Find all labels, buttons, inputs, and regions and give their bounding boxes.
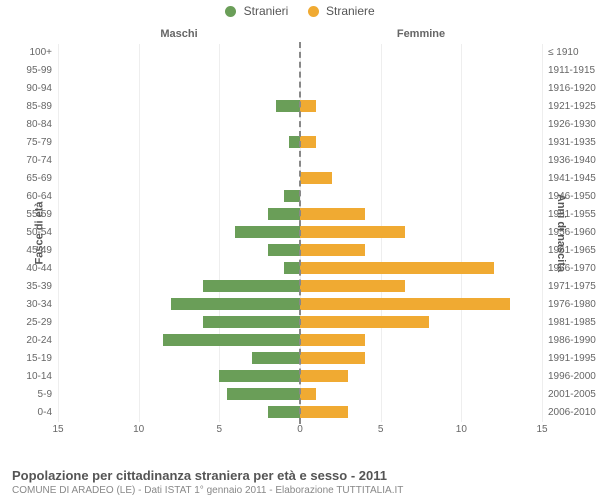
bar-male [268, 244, 300, 256]
birth-year-label: 2006-2010 [548, 404, 600, 422]
bar-male [268, 208, 300, 220]
birth-year-label: 1941-1945 [548, 170, 600, 188]
bar-male [284, 190, 300, 202]
center-axis-line [299, 42, 301, 424]
age-label: 35-39 [2, 278, 52, 296]
age-label: 100+ [2, 44, 52, 62]
sex-header-female: Femmine [300, 28, 542, 40]
footer: Popolazione per cittadinanza straniera p… [12, 468, 588, 496]
bar-male [284, 262, 300, 274]
chart-area: Maschi Femmine Fasce di età Anni di nasc… [58, 28, 542, 438]
birth-year-label: 1981-1985 [548, 314, 600, 332]
age-label: 85-89 [2, 98, 52, 116]
birth-year-label: 1916-1920 [548, 80, 600, 98]
age-label: 65-69 [2, 170, 52, 188]
birth-year-label: 2001-2005 [548, 386, 600, 404]
birth-year-label: 1966-1970 [548, 260, 600, 278]
bar-female [300, 226, 405, 238]
plot: Fasce di età Anni di nascita 15105051015… [58, 44, 542, 422]
bar-male [252, 352, 300, 364]
birth-year-label: 1911-1915 [548, 62, 600, 80]
age-label: 30-34 [2, 296, 52, 314]
gridline [542, 44, 543, 422]
birth-year-label: 1976-1980 [548, 296, 600, 314]
bar-female [300, 406, 348, 418]
x-tick-label: 10 [133, 424, 144, 435]
age-label: 40-44 [2, 260, 52, 278]
age-label: 45-49 [2, 242, 52, 260]
age-label: 95-99 [2, 62, 52, 80]
bar-female [300, 352, 365, 364]
bar-female [300, 100, 316, 112]
age-label: 70-74 [2, 152, 52, 170]
birth-year-label: 1956-1960 [548, 224, 600, 242]
birth-year-label: 1986-1990 [548, 332, 600, 350]
birth-year-label: ≤ 1910 [548, 44, 600, 62]
bar-female [300, 370, 348, 382]
bar-male [276, 100, 300, 112]
bar-female [300, 334, 365, 346]
sex-header-male: Maschi [58, 28, 300, 40]
birth-year-label: 1926-1930 [548, 116, 600, 134]
age-label: 20-24 [2, 332, 52, 350]
bar-female [300, 136, 316, 148]
age-label: 25-29 [2, 314, 52, 332]
x-tick-label: 5 [378, 424, 384, 435]
bar-female [300, 244, 365, 256]
legend-swatch-female [308, 6, 319, 17]
bar-male [219, 370, 300, 382]
bar-female [300, 172, 332, 184]
x-tick-label: 0 [297, 424, 303, 435]
x-tick-label: 15 [52, 424, 63, 435]
age-label: 50-54 [2, 224, 52, 242]
bar-male [203, 280, 300, 292]
legend-label-female: Straniere [326, 4, 375, 18]
birth-year-label: 1971-1975 [548, 278, 600, 296]
bar-male [227, 388, 300, 400]
bar-male [235, 226, 300, 238]
bar-female [300, 316, 429, 328]
legend: Stranieri Straniere [0, 4, 600, 18]
bar-female [300, 280, 405, 292]
footer-title: Popolazione per cittadinanza straniera p… [12, 468, 588, 483]
age-label: 15-19 [2, 350, 52, 368]
age-label: 80-84 [2, 116, 52, 134]
bar-male [268, 406, 300, 418]
age-label: 75-79 [2, 134, 52, 152]
legend-label-male: Stranieri [244, 4, 289, 18]
birth-year-label: 1996-2000 [548, 368, 600, 386]
x-tick-label: 5 [217, 424, 223, 435]
birth-year-label: 1921-1925 [548, 98, 600, 116]
x-tick-label: 10 [456, 424, 467, 435]
bar-female [300, 388, 316, 400]
x-tick-label: 15 [536, 424, 547, 435]
age-label: 5-9 [2, 386, 52, 404]
age-label: 60-64 [2, 188, 52, 206]
legend-swatch-male [225, 6, 236, 17]
footer-subtitle: COMUNE DI ARADEO (LE) - Dati ISTAT 1° ge… [12, 485, 588, 496]
birth-year-label: 1951-1955 [548, 206, 600, 224]
bar-female [300, 262, 494, 274]
x-axis: 15105051015 [58, 424, 542, 440]
bar-male [203, 316, 300, 328]
age-label: 90-94 [2, 80, 52, 98]
bar-female [300, 298, 510, 310]
birth-year-label: 1961-1965 [548, 242, 600, 260]
bar-male [171, 298, 300, 310]
legend-item-male: Stranieri [225, 4, 288, 18]
birth-year-label: 1991-1995 [548, 350, 600, 368]
birth-year-label: 1946-1950 [548, 188, 600, 206]
birth-year-label: 1931-1935 [548, 134, 600, 152]
age-label: 55-59 [2, 206, 52, 224]
age-label: 10-14 [2, 368, 52, 386]
bar-female [300, 208, 365, 220]
age-label: 0-4 [2, 404, 52, 422]
birth-year-label: 1936-1940 [548, 152, 600, 170]
legend-item-female: Straniere [308, 4, 375, 18]
bar-male [163, 334, 300, 346]
